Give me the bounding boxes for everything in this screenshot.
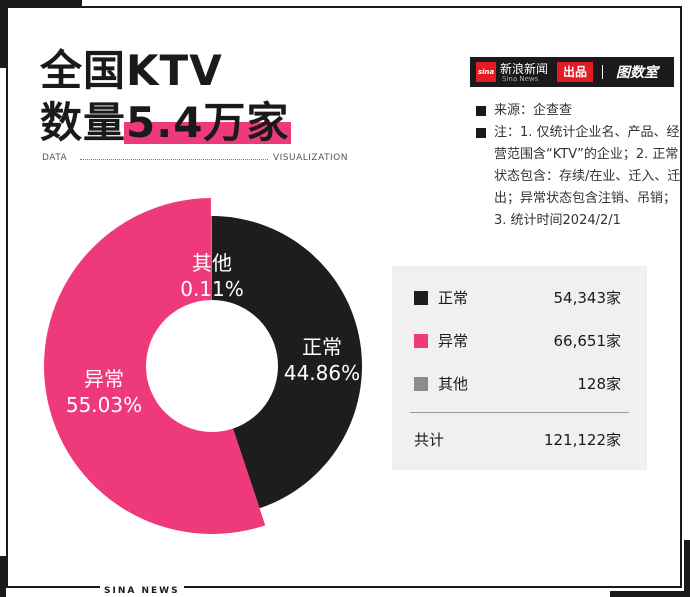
title-highlight: 5.4万家 [124, 98, 292, 147]
dotted-rule [80, 159, 268, 160]
legend-value: 54,343家 [553, 289, 622, 307]
legend-divider [410, 412, 629, 413]
bullet-square-icon [476, 128, 486, 138]
brand-name: 新浪新闻 [500, 62, 549, 76]
corner-mark [0, 556, 6, 597]
legend-value: 66,651家 [553, 332, 622, 350]
corner-mark [610, 591, 690, 597]
legend-label: 正常 [438, 289, 469, 307]
slice-category-label: 其他 [192, 251, 232, 275]
slice-percent-label: 55.03% [66, 393, 142, 417]
legend-row-other: 其他 128家 [414, 372, 621, 396]
data-label: DATA [42, 153, 68, 163]
footer-label: SINA NEWS [100, 586, 184, 596]
title-prefix: 数量 [40, 98, 127, 147]
sina-logo-icon: sina [476, 62, 496, 82]
legend-row-total: 共计 121,122家 [414, 428, 621, 452]
legend-swatch [414, 377, 428, 391]
brand-separator [602, 65, 603, 79]
legend-swatch [414, 291, 428, 305]
corner-mark [0, 0, 82, 6]
brand-lab: 图数室 [616, 65, 658, 81]
legend-label: 异常 [438, 332, 469, 350]
slice-percent-label: 0.11% [180, 277, 244, 301]
legend-row-normal: 正常 54,343家 [414, 286, 621, 310]
legend-label: 其他 [438, 375, 469, 393]
title-line-1: 全国KTV [40, 46, 223, 95]
brand-badge: 出品 [557, 62, 593, 82]
total-label: 共计 [414, 431, 445, 449]
slice-category-label: 正常 [302, 335, 342, 359]
slice-percent-label: 44.86% [284, 361, 360, 385]
legend-table: 正常 54,343家 异常 66,651家 其他 128家 共计 121,122… [392, 266, 647, 470]
frame [6, 6, 682, 588]
total-value: 121,122家 [543, 431, 621, 449]
footnote-text: 注：1. 仅统计企业名、产品、经营范围含“KTV”的企业；2. 正常状态包含：存… [494, 125, 681, 228]
brand-banner: sina 新浪新闻 Sina News 出品 图数室 [470, 57, 674, 87]
slice-normal [212, 216, 363, 509]
slice-category-label: 异常 [84, 367, 124, 391]
legend-swatch [414, 334, 428, 348]
brand-sub: Sina News [502, 75, 539, 83]
legend-value: 128家 [577, 375, 621, 393]
bullet-square-icon [476, 106, 486, 116]
corner-mark [0, 0, 6, 68]
slice-other [211, 216, 212, 301]
data-visualization-rule: DATA VISUALIZATION [42, 153, 348, 165]
corner-mark [684, 540, 690, 597]
slice-abnormal [44, 198, 266, 534]
source-text: 来源：企查查 [494, 103, 573, 118]
title-line-2: 数量5.4万家 [40, 98, 292, 147]
visualization-label: VISUALIZATION [272, 153, 348, 163]
legend-row-abnormal: 异常 66,651家 [414, 329, 621, 353]
